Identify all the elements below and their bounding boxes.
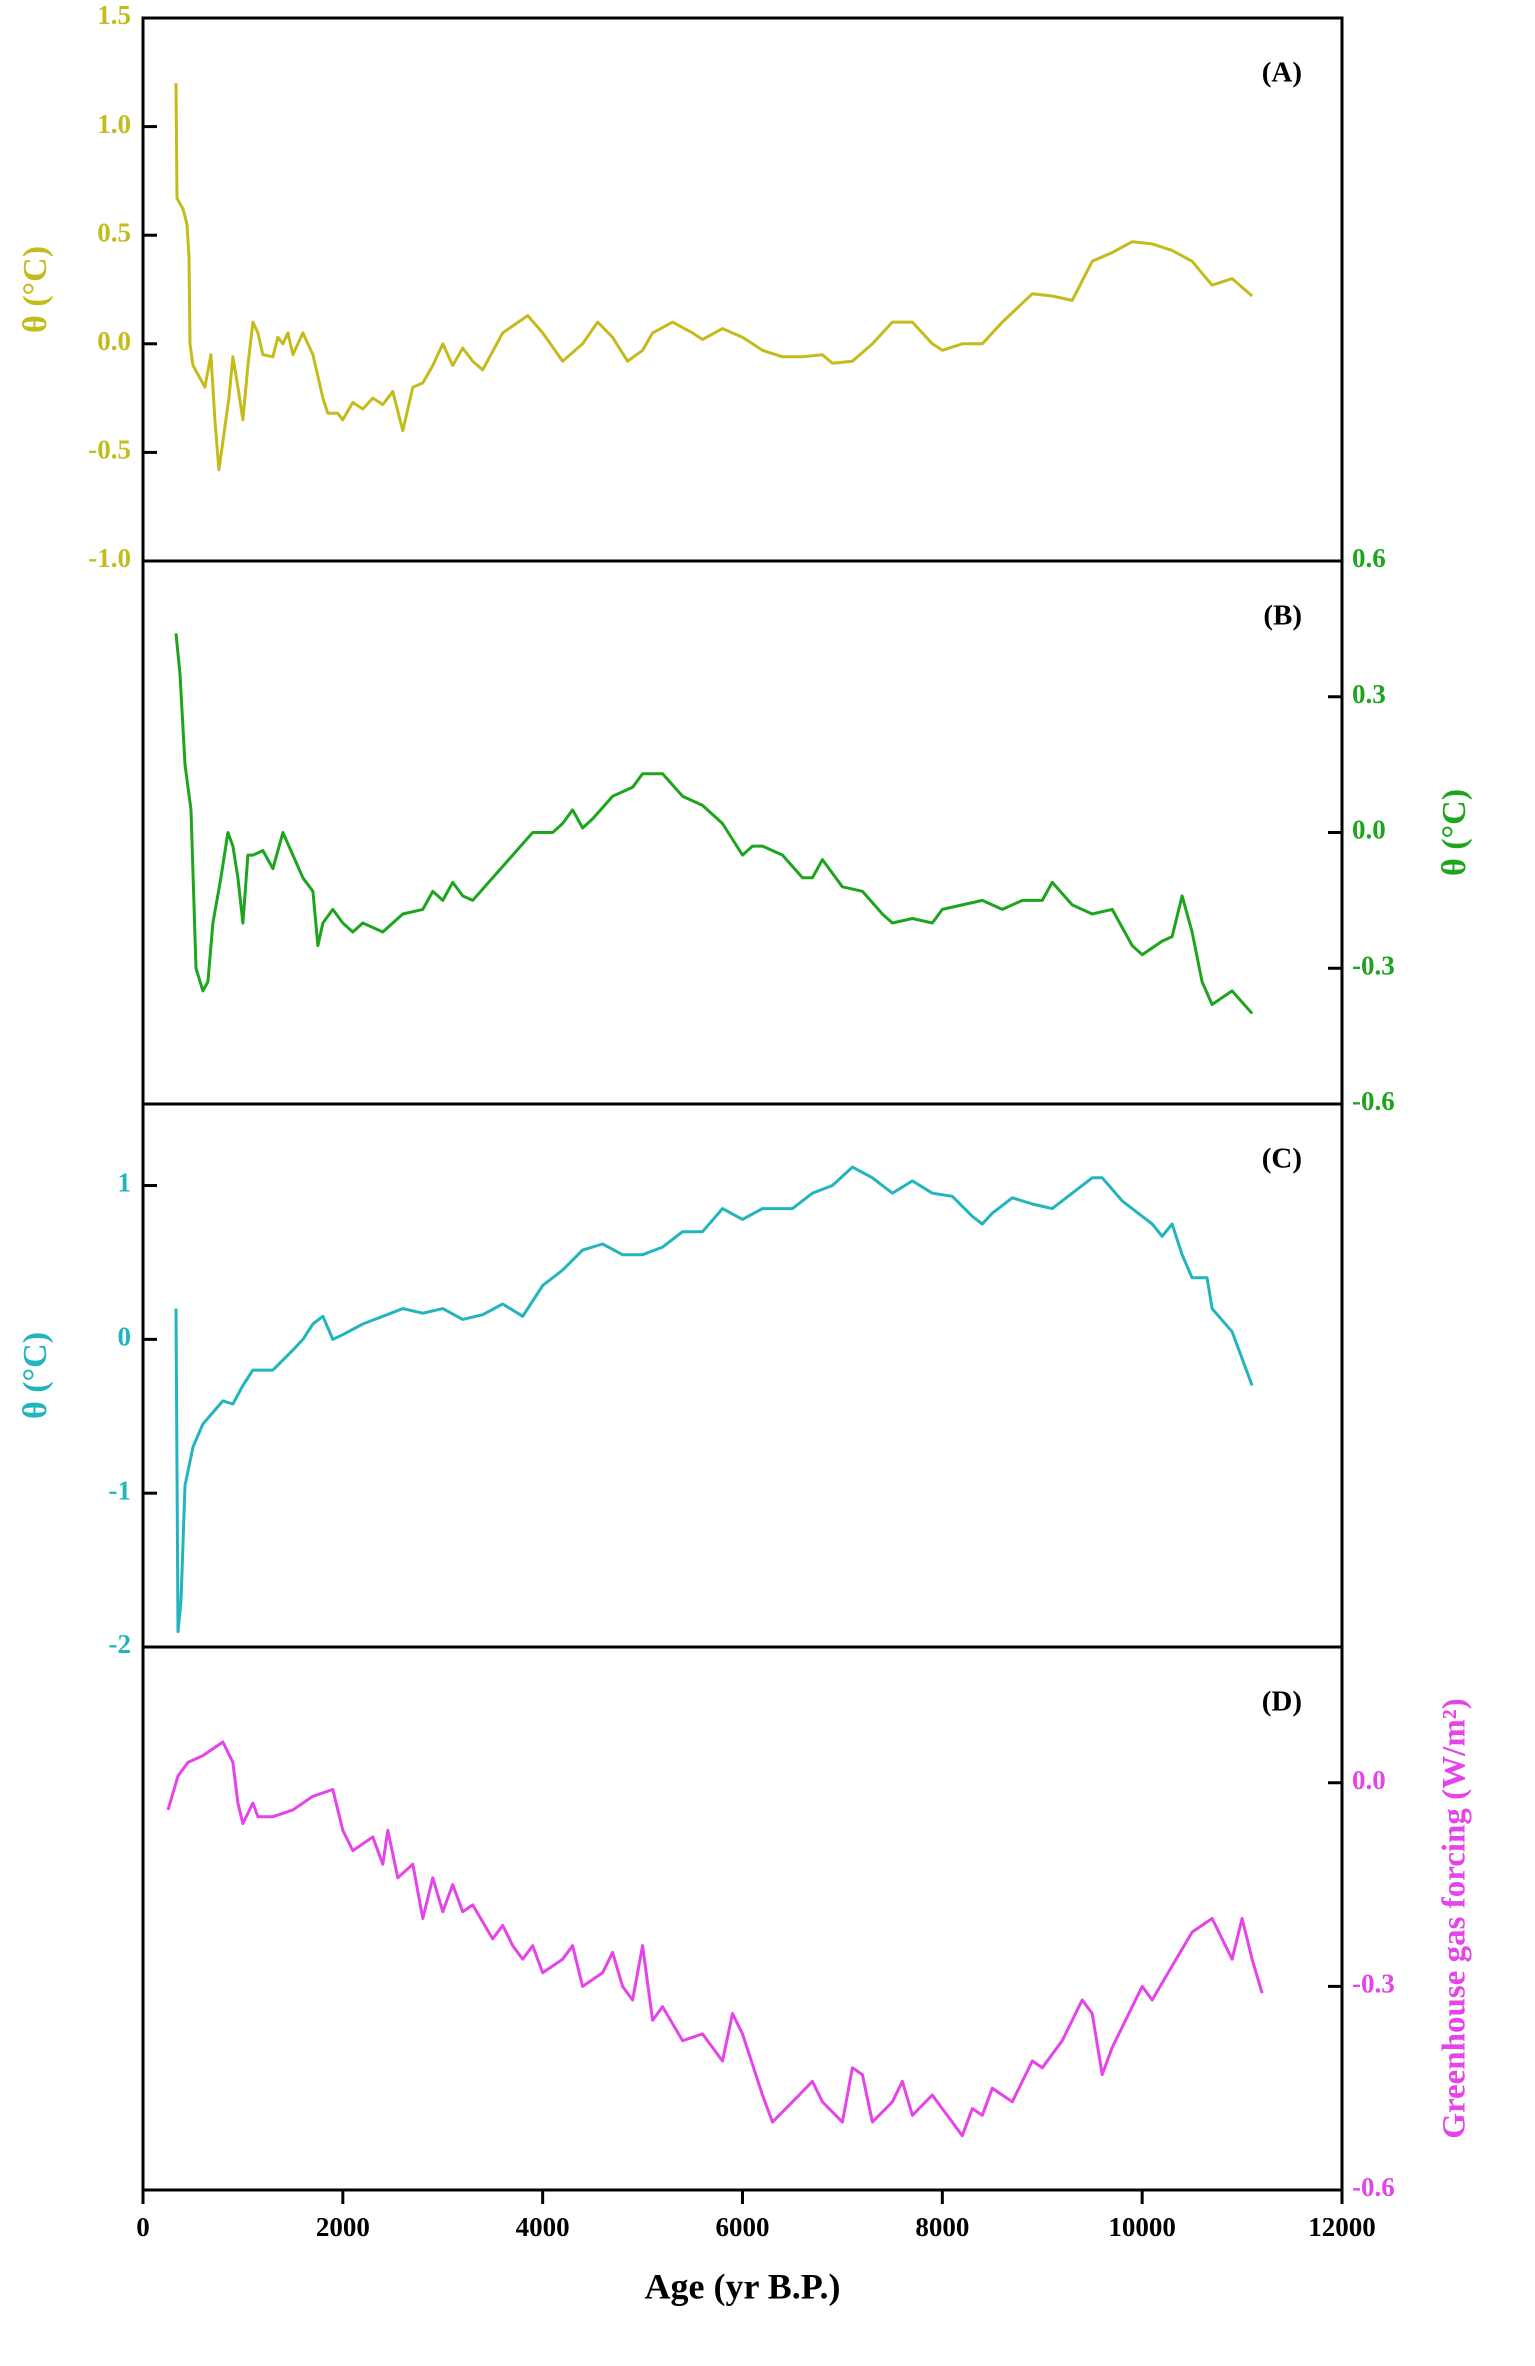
y-tick-label: 1 xyxy=(118,1168,132,1198)
y-tick-label: -1.0 xyxy=(88,543,131,573)
panel-annotation: (A) xyxy=(1262,57,1302,89)
x-tick-label: 10000 xyxy=(1108,2212,1176,2242)
y-tick-label: 1.0 xyxy=(97,109,131,139)
y-tick-label: -0.3 xyxy=(1352,950,1395,980)
x-tick-label: 6000 xyxy=(716,2212,770,2242)
y-tick-label: 0.0 xyxy=(1352,815,1386,845)
data-line xyxy=(174,633,1254,1015)
panel-annotation: (D) xyxy=(1262,1686,1302,1718)
panel-frame xyxy=(141,1645,1344,2192)
y-tick-label: 0.0 xyxy=(97,326,131,356)
data-line xyxy=(174,1165,1254,1634)
x-axis-label: Age (yr B.P.) xyxy=(645,2266,841,2306)
panel-annotation: (C) xyxy=(1262,1143,1302,1175)
panel-frame xyxy=(141,559,1344,1106)
y-axis-label: θ (°C) xyxy=(17,1332,54,1419)
y-tick-label: 0.0 xyxy=(1352,1765,1386,1795)
panel-frame xyxy=(141,16,1344,563)
y-tick-label: 0.5 xyxy=(97,217,131,247)
y-tick-label: -0.6 xyxy=(1352,1086,1395,1116)
panel-frame xyxy=(141,1102,1344,1649)
y-tick-label: -1 xyxy=(109,1475,132,1505)
y-axis-label: Greenhouse gas forcing (W/m²) xyxy=(1437,1698,1473,2138)
data-line xyxy=(174,83,1254,472)
x-tick-label: 8000 xyxy=(915,2212,969,2242)
y-tick-label: 0.6 xyxy=(1352,543,1386,573)
data-line xyxy=(166,1740,1264,2138)
y-axis-label: θ (°C) xyxy=(17,246,54,333)
x-tick-label: 4000 xyxy=(516,2212,570,2242)
y-tick-label: 1.5 xyxy=(97,0,131,30)
y-tick-label: -0.3 xyxy=(1352,1969,1395,1999)
x-tick-label: 0 xyxy=(136,2212,150,2242)
y-tick-label: -2 xyxy=(109,1629,132,1659)
y-tick-label: 0 xyxy=(118,1322,132,1352)
y-tick-label: -0.6 xyxy=(1352,2172,1395,2202)
y-axis-label: θ (°C) xyxy=(1436,789,1473,876)
y-tick-label: 0.3 xyxy=(1352,679,1386,709)
panel-annotation: (B) xyxy=(1263,600,1302,632)
y-tick-label: -0.5 xyxy=(88,435,131,465)
x-tick-label: 12000 xyxy=(1308,2212,1376,2242)
x-tick-label: 2000 xyxy=(316,2212,370,2242)
